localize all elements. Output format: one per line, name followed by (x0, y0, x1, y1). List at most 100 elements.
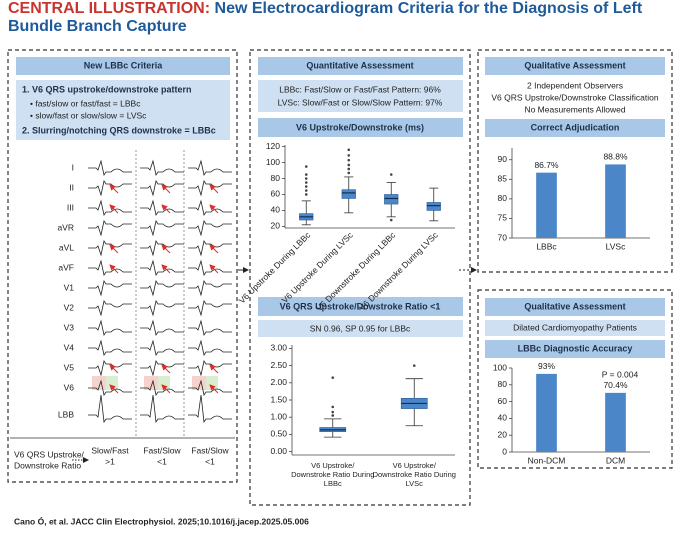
value-label: 86.7% (534, 160, 559, 170)
annotation-arrow (161, 204, 171, 214)
annotation-arrow (109, 364, 119, 374)
x-tick-label: LVSc (606, 241, 626, 251)
ecg-trace (88, 279, 132, 297)
outlier (304, 177, 308, 180)
ecg-trace (88, 299, 132, 317)
column-pattern: Fast/Slow (191, 445, 229, 455)
ecg-trace (140, 319, 184, 337)
y-tick-label: 40 (498, 413, 508, 423)
annotation: P = 0.004 (602, 369, 639, 379)
annotation-arrow (209, 244, 219, 254)
ecg-trace (140, 259, 184, 277)
outlier (389, 173, 393, 176)
ecg-trace (88, 159, 132, 177)
heading-bar (485, 57, 665, 75)
panel (7, 49, 238, 483)
ecg-trace (140, 339, 184, 357)
lead-label: LBB (58, 409, 74, 419)
annotation-arrow (161, 264, 171, 274)
x-tick-label: V6 Upstroke During LBBc (237, 229, 313, 305)
y-tick-label: 90 (498, 154, 508, 164)
bar (536, 172, 557, 238)
outlier (304, 165, 308, 168)
outlier (389, 218, 393, 222)
note: No Measurements Allowed (524, 104, 625, 114)
y-tick-label: 70 (498, 232, 508, 242)
outlier (304, 185, 308, 188)
ecg-trace (140, 199, 184, 217)
ecg-trace (188, 359, 232, 377)
lead-label: aVR (57, 222, 74, 232)
criterion: 2. Slurring/notching QRS downstroke = LB… (22, 125, 216, 135)
y-tick-label: 100 (266, 157, 280, 167)
ecg-trace (188, 219, 232, 237)
outlier (331, 376, 335, 379)
lead-label: aVL (59, 242, 74, 252)
lead-label: V4 (64, 342, 75, 352)
ecg-trace (140, 159, 184, 177)
annotation-arrow (209, 184, 219, 194)
ecg-trace (188, 259, 232, 277)
heading-bar (16, 57, 230, 75)
y-tick-label: 60 (498, 396, 508, 406)
outlier (304, 189, 308, 192)
ecg-trace (88, 259, 132, 277)
heading-bar (485, 340, 665, 358)
y-tick-label: 0 (502, 446, 507, 456)
ecg-trace (188, 279, 232, 297)
results-box (258, 80, 463, 112)
outlier (304, 181, 308, 184)
y-tick-label: 40 (271, 205, 281, 215)
y-tick-label: 80 (498, 379, 508, 389)
x-tick-label: V6 Upstroke/ Downstroke Ratio During LBB… (291, 461, 375, 488)
y-tick-label: 0.50 (270, 429, 287, 439)
criterion: 1. V6 QRS upstroke/downstroke pattern (22, 84, 192, 94)
title-text: New Electrocardiogram Criteria for the D… (8, 0, 643, 35)
value-label: 70.4% (603, 380, 628, 390)
heading: Qualitative Assessment (524, 301, 625, 311)
y-tick-label: 1.50 (270, 394, 287, 404)
annotation-arrow (209, 364, 219, 374)
ecg-trace (188, 319, 232, 337)
y-tick-label: 85 (498, 174, 508, 184)
y-tick-label: 75 (498, 213, 508, 223)
annotation-arrow (161, 364, 171, 374)
annotation-arrow (109, 264, 119, 274)
y-tick-label: 80 (271, 173, 281, 183)
lead-label: aVF (58, 262, 74, 272)
panel (477, 49, 673, 273)
chart-title: LBBc Diagnostic Accuracy (518, 343, 633, 353)
annotation-arrow (161, 384, 171, 394)
lead-label: V3 (64, 322, 75, 332)
ecg-trace (88, 319, 132, 337)
ecg-trace (140, 219, 184, 237)
lead-label: II (69, 182, 74, 192)
column-ratio: >1 (105, 456, 115, 466)
x-tick-label: V6 Upstroke During LVSc (280, 229, 356, 305)
x-tick-label: DCM (606, 455, 625, 465)
box (384, 194, 399, 205)
annotation-arrow (209, 264, 219, 274)
heading-bar (258, 118, 463, 137)
ecg-trace (88, 179, 132, 197)
note: V6 QRS Upstroke/Downstroke Classificatio… (491, 92, 659, 102)
ecg-trace (140, 179, 184, 197)
ecg-trace (140, 279, 184, 297)
annotation-arrow (109, 184, 119, 194)
ecg-trace (88, 239, 132, 257)
outlier (347, 158, 351, 162)
chart-title: V6 QRS Upstroke/Dowstroke Ratio <1 (280, 301, 441, 311)
result: LBBc: Fast/Slow or Fast/Fast Pattern: 96… (279, 84, 441, 94)
ecg-trace (188, 339, 232, 357)
annotation-arrow (161, 184, 171, 194)
heading-bar (258, 297, 463, 316)
y-tick-label: 20 (498, 429, 508, 439)
bar (605, 164, 626, 238)
chart-title: Correct Adjudication (531, 122, 620, 132)
ecg-trace (88, 359, 132, 377)
box (426, 202, 441, 211)
citation: Cano Ó, et al. JACC Clin Electrophysiol.… (14, 515, 309, 526)
column-pattern: Fast/Slow (143, 445, 181, 455)
